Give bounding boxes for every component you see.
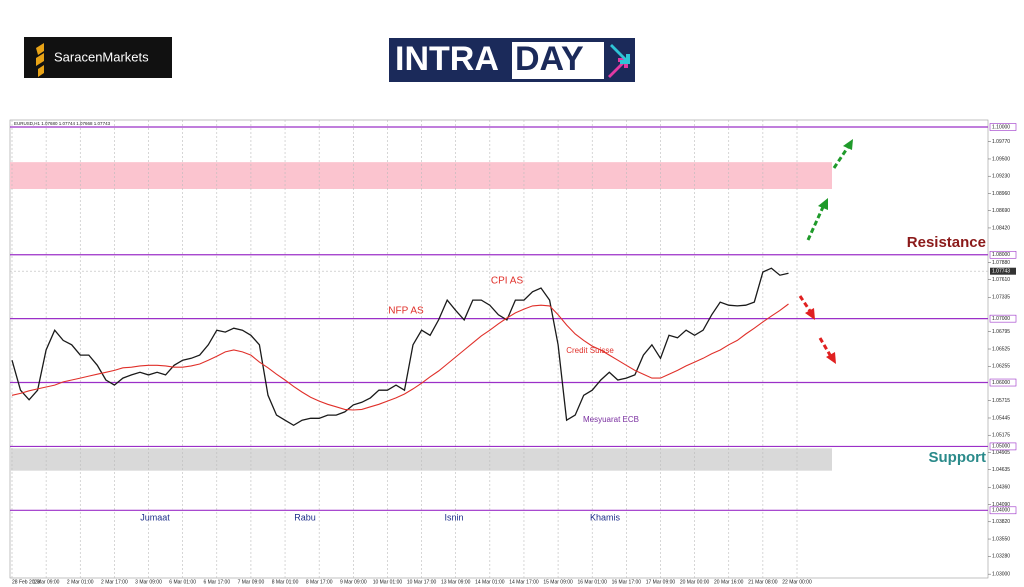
x-tick-label: 10 Mar 01:00	[373, 579, 403, 585]
annotation: Mesyuarat ECB	[583, 415, 639, 424]
x-tick-label: 15 Mar 09:00	[543, 579, 573, 585]
banner-arrow-cyan	[610, 44, 630, 64]
y-tick-label: 1.07335	[992, 295, 1010, 301]
y-tick-label: 1.08960	[992, 191, 1010, 197]
level-label: 1.07000	[992, 316, 1010, 322]
x-tick-label: 2 Mar 01:00	[67, 579, 94, 585]
annotation: NFP AS	[388, 306, 424, 317]
x-tick-label: 8 Mar 17:00	[306, 579, 333, 585]
y-tick-label: 1.04905	[992, 450, 1010, 456]
zone-label: Resistance	[907, 234, 986, 251]
x-tick-label: 28 Feb 2023	[12, 579, 40, 585]
arrow-head	[805, 308, 815, 320]
y-tick-label: 1.03550	[992, 536, 1010, 542]
arrow-head	[826, 352, 836, 364]
y-tick-label: 1.09770	[992, 139, 1010, 145]
y-tick-label: 1.06525	[992, 346, 1010, 352]
annotation: CPI AS	[491, 276, 524, 287]
level-label: 1.08000	[992, 252, 1010, 258]
y-tick-label: 1.06795	[992, 329, 1010, 335]
x-tick-label: 8 Mar 01:00	[272, 579, 299, 585]
x-tick-label: 16 Mar 01:00	[577, 579, 607, 585]
x-tick-label: 1 Mar 09:00	[33, 579, 60, 585]
x-tick-label: 16 Mar 17:00	[612, 579, 642, 585]
level-label-box	[989, 123, 1017, 131]
y-tick-label: 1.03820	[992, 519, 1010, 525]
zone	[10, 162, 832, 189]
arrow-up	[832, 146, 850, 169]
moving-average	[11, 303, 789, 411]
day-label: Isnin	[444, 512, 463, 522]
level-label-box	[989, 378, 1017, 387]
y-tick-label: 1.09500	[992, 156, 1010, 162]
level-label: 1.04000	[992, 508, 1010, 514]
level-label: 1.10000	[992, 124, 1010, 130]
plot-layer	[10, 120, 988, 578]
level-label: 1.06000	[992, 380, 1010, 386]
brand-box	[24, 37, 172, 78]
x-tick-label: 6 Mar 01:00	[169, 579, 196, 585]
banner-left: INTRA	[395, 40, 499, 78]
x-tick-label: 13 Mar 09:00	[441, 579, 471, 585]
arrow-head	[818, 198, 828, 210]
y-tick-label: 1.05445	[992, 415, 1010, 421]
y-tick-label: 1.09230	[992, 174, 1010, 180]
y-tick-label: 1.06255	[992, 364, 1010, 370]
y-tick-label: 1.04360	[992, 485, 1010, 491]
day-label: Jumaat	[140, 512, 170, 522]
banner-right: DAY	[515, 40, 584, 78]
x-tick-label: 7 Mar 09:00	[238, 579, 265, 585]
zone-label: Support	[929, 449, 987, 466]
day-label: Rabu	[294, 512, 316, 522]
day-label: Khamis	[590, 512, 621, 522]
x-tick-label: 14 Mar 01:00	[475, 579, 505, 585]
level-label-box	[989, 442, 1017, 451]
arrow-down	[818, 337, 832, 356]
zone	[10, 448, 832, 471]
banner: INTRA DAY	[389, 38, 635, 82]
y-tick-label: 1.03280	[992, 554, 1010, 560]
y-tick-label: 1.03000	[992, 571, 1010, 577]
symbol-info: EURUSD,H1 1.07680 1.07744 1.07668 1.0774…	[14, 121, 111, 126]
x-tick-label: 3 Mar 09:00	[135, 579, 162, 585]
banner-highlight	[512, 42, 604, 79]
x-tick-label: 9 Mar 09:00	[340, 579, 367, 585]
x-tick-label: 20 Mar 16:00	[714, 579, 744, 585]
x-tick-label: 10 Mar 17:00	[407, 579, 437, 585]
y-tick-label: 1.07880	[992, 260, 1010, 266]
arrow-head	[843, 139, 853, 150]
x-tick-label: 14 Mar 17:00	[509, 579, 539, 585]
arrow-up	[806, 206, 825, 241]
y-tick-label: 1.04090	[992, 502, 1010, 508]
last-price-label: 1.07743	[992, 269, 1010, 275]
y-tick-label: 1.04635	[992, 467, 1010, 473]
y-tick-label: 1.05715	[992, 398, 1010, 404]
x-tick-label: 22 Mar 00:00	[782, 579, 812, 585]
level-label-box	[989, 506, 1017, 515]
x-tick-label: 21 Mar 08:00	[748, 579, 778, 585]
y-tick-label: 1.08690	[992, 208, 1010, 214]
x-tick-label: 2 Mar 17:00	[101, 579, 128, 585]
brand-icon	[36, 43, 44, 77]
y-tick-label: 1.07610	[992, 277, 1010, 283]
forecast-arrows	[798, 139, 853, 364]
x-tick-label: 6 Mar 17:00	[203, 579, 230, 585]
x-tick-label: 20 Mar 00:00	[680, 579, 710, 585]
level-label: 1.05000	[992, 444, 1010, 450]
brand-text: SaracenMarkets	[54, 49, 149, 64]
annotation: Credit Suisse	[566, 346, 614, 355]
level-label-box	[989, 314, 1017, 323]
level-label-box	[989, 250, 1017, 259]
y-tick-label: 1.08420	[992, 225, 1010, 231]
y-tick-label: 1.05175	[992, 433, 1010, 439]
x-tick-label: 17 Mar 09:00	[646, 579, 676, 585]
arrow-down	[798, 295, 812, 312]
last-price-box	[990, 267, 1016, 275]
price-line	[11, 267, 789, 427]
brand-logo: SaracenMarkets	[24, 37, 172, 78]
